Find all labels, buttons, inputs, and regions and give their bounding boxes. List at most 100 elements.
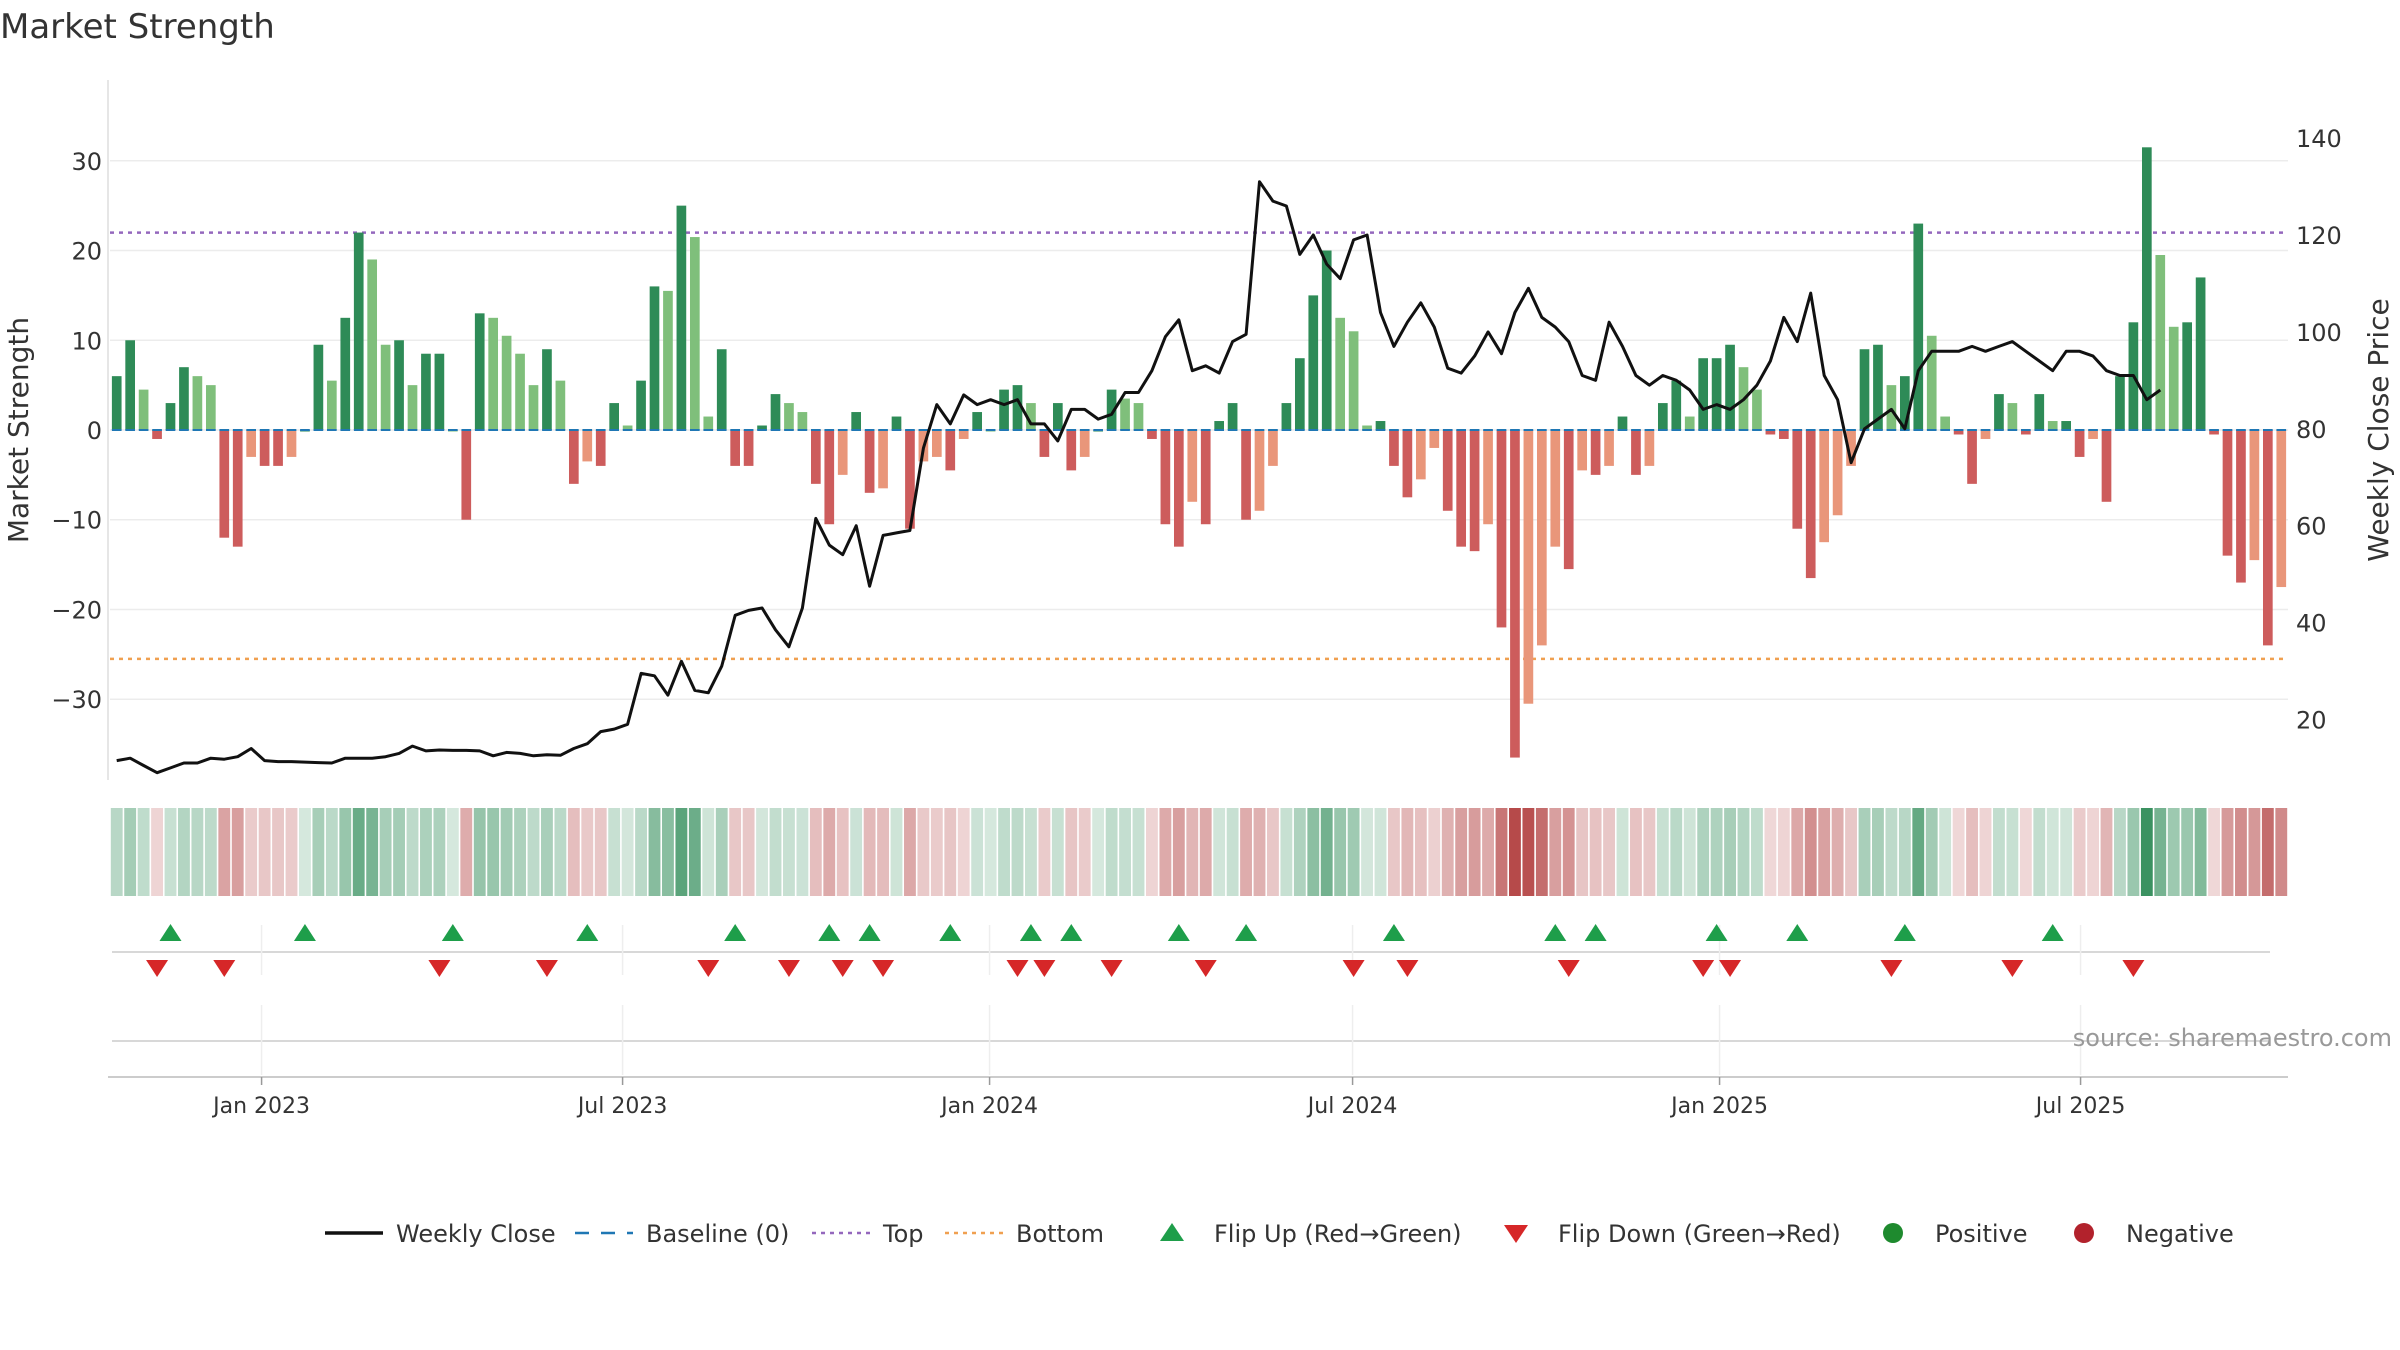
strength-bar [1994, 394, 2004, 430]
y-tick-label: 0 [87, 417, 102, 445]
strength-bar [1375, 421, 1386, 430]
heat-cell [675, 808, 688, 896]
heat-cell [1791, 808, 1804, 896]
heat-cell [1105, 808, 1118, 896]
flip-up-marker [818, 924, 841, 941]
strength-bar [542, 349, 552, 430]
heat-cell [514, 808, 526, 896]
heat-cell [581, 808, 594, 896]
heat-cell [944, 808, 957, 896]
heat-cell [312, 808, 325, 896]
heat-cell [783, 808, 795, 896]
heat-cell [1993, 808, 2005, 896]
heat-cell [2127, 808, 2140, 896]
strength-bar [1698, 358, 1709, 430]
strength-bar [1066, 430, 1077, 471]
strength-bar [474, 313, 485, 430]
legend-item: Positive [1883, 1220, 2028, 1248]
x-tick-label: Jan 2024 [939, 1094, 1038, 1119]
strength-bar [1684, 416, 1695, 430]
strength-bar [367, 259, 378, 430]
heat-cell [2006, 808, 2019, 896]
legend-label: Flip Down (Green→Red) [1558, 1220, 1841, 1248]
heat-cell [1401, 808, 1414, 896]
strength-bar [326, 380, 337, 430]
heat-cell [2140, 808, 2153, 896]
flip-up-marker [1584, 924, 1607, 941]
strength-bar [1819, 430, 1830, 543]
strength-bar [528, 385, 539, 430]
heat-cell [567, 808, 580, 896]
weekly-close-line [116, 180, 2162, 775]
heat-cell [446, 808, 459, 896]
strength-bar [945, 430, 956, 471]
flip-up-marker [2041, 924, 2064, 941]
strength-bar [1953, 430, 1964, 435]
heat-cell [379, 808, 392, 896]
strength-bar [2195, 277, 2206, 430]
heat-cell [890, 808, 903, 896]
strength-bar [340, 317, 351, 430]
strength-bar [1335, 317, 1346, 430]
flip-up-marker [1382, 924, 1405, 941]
heat-cell [1388, 808, 1400, 896]
heat-cell [823, 808, 836, 896]
strength-bar [1402, 430, 1413, 498]
heat-cell [527, 808, 540, 896]
strength-bar [1254, 430, 1265, 511]
y-axis-label: Market Strength [2, 317, 35, 543]
heat-cell [1643, 808, 1656, 896]
x-tick-label: Jul 2024 [1306, 1094, 1398, 1119]
strength-bar [595, 430, 606, 466]
strength-bar [2222, 430, 2233, 556]
x-axis: Jan 2023 Jul 2023 Jan 2024 Jul 2024 Jan 2025… [108, 1076, 2288, 1119]
legend: Weekly Close Baseline (0) Top Bottom Flip Up… [325, 1220, 2234, 1248]
strength-bar [1899, 376, 1910, 430]
y-tick-label: 10 [71, 327, 102, 355]
heat-cell [1777, 808, 1790, 896]
heat-cell [2087, 808, 2099, 896]
strength-bar [2020, 430, 2031, 435]
strength-bar [1052, 403, 1063, 430]
heat-cell [1078, 808, 1091, 896]
strength-bar [232, 430, 243, 547]
heat-cell [325, 808, 338, 896]
x-tick-label: Jul 2025 [2034, 1094, 2126, 1119]
flip-down-marker [1100, 960, 1123, 977]
legend-label: Flip Up (Red→Green) [1214, 1220, 1462, 1248]
flip-up-marker [293, 924, 316, 941]
flip-down-marker [1342, 960, 1365, 977]
heat-cell [1293, 808, 1306, 896]
strength-bar [138, 389, 149, 430]
heat-cell [1912, 808, 1925, 896]
flip-up-marker [1235, 924, 1258, 941]
strength-bar [1604, 430, 1614, 466]
strength-bar [1711, 358, 1722, 430]
flip-up-marker [1019, 924, 1042, 941]
heat-cell [1132, 808, 1145, 896]
source-text: source: sharemaestro.com [2073, 1024, 2392, 1052]
strength-bar [1415, 430, 1426, 480]
heat-cell [1603, 808, 1615, 896]
strength-bar [488, 317, 499, 430]
y2-tick-label: 120 [2296, 222, 2342, 250]
flip-up-marker [576, 924, 599, 941]
flip-down-marker [1557, 960, 1580, 977]
heat-cell [2221, 808, 2234, 896]
strength-bar [1631, 430, 1641, 475]
strength-bar [515, 353, 525, 430]
heat-cell [1455, 808, 1468, 896]
strength-bar [1778, 430, 1789, 439]
heat-cell [1710, 808, 1723, 896]
strength-bar [743, 430, 754, 466]
heat-cell [729, 808, 742, 896]
heat-cell [406, 808, 419, 896]
heat-cell [648, 808, 661, 896]
heat-cell [1011, 808, 1024, 896]
strength-bar [2209, 430, 2219, 435]
legend-item: Flip Up (Red→Green) [1160, 1220, 1462, 1248]
legend-item: Bottom [945, 1220, 1104, 1248]
strength-bar [1644, 430, 1655, 466]
heat-cell [500, 808, 513, 896]
strength-bar [1792, 430, 1803, 529]
